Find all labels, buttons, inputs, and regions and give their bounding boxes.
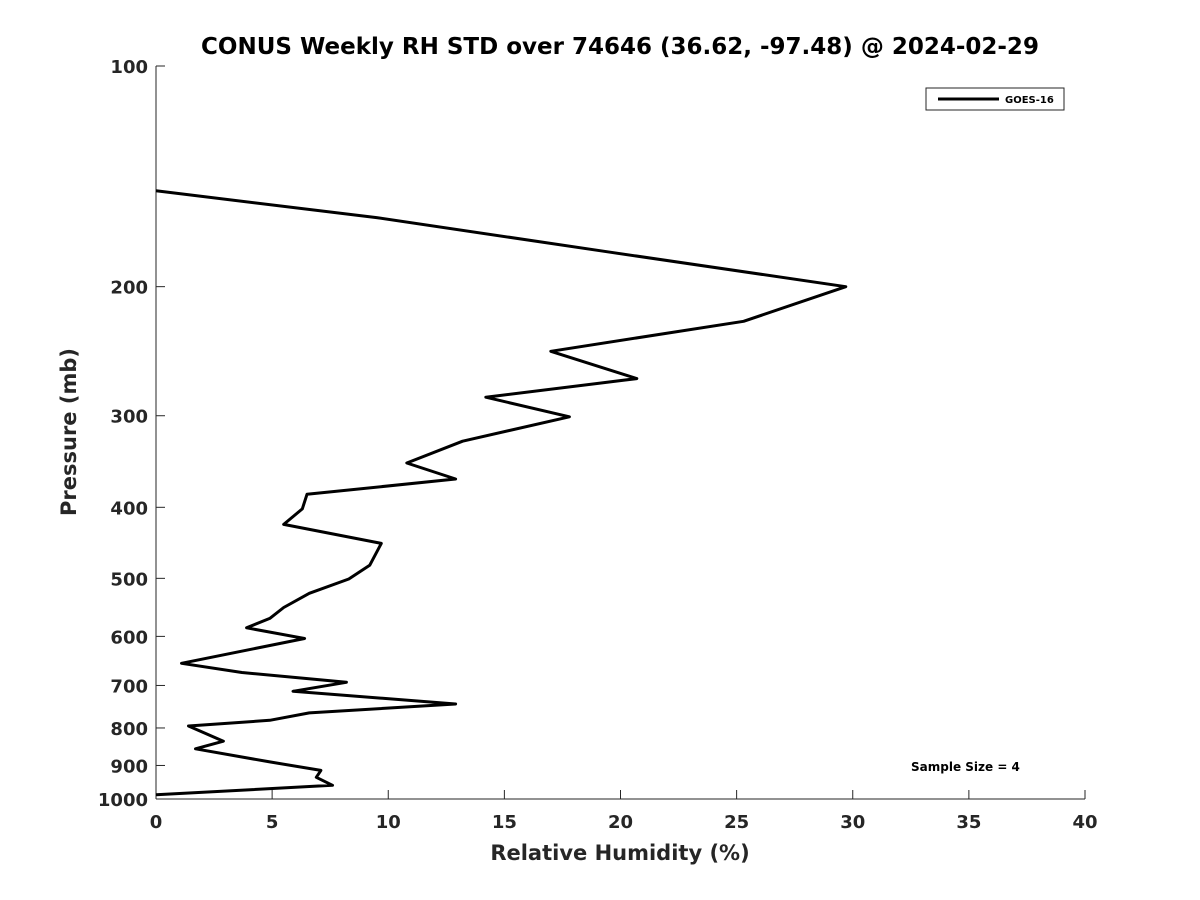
series-line-goes-16	[155, 189, 848, 797]
y-tick-label: 800	[110, 719, 148, 740]
y-tick-label: 200	[110, 278, 148, 299]
x-tick-label: 10	[376, 812, 401, 833]
x-ticks: 0 5 10 15 20 25 30 35 40	[150, 790, 1098, 833]
y-tick-label: 700	[110, 676, 148, 697]
legend-label-goes-16: GOES-16	[1005, 95, 1054, 106]
y-tick-label: 400	[110, 498, 148, 519]
y-axis-label: Pressure (mb)	[57, 348, 81, 516]
y-tick-label: 1000	[98, 790, 148, 811]
x-tick-label: 20	[608, 812, 633, 833]
x-tick-label: 5	[266, 812, 279, 833]
x-tick-label: 0	[150, 812, 163, 833]
x-tick-label: 40	[1072, 812, 1097, 833]
y-ticks: 100 200 300 400 500 600 700 800 900 1000	[98, 57, 165, 811]
y-tick-label: 600	[110, 627, 148, 648]
y-tick-label: 300	[110, 407, 148, 428]
x-tick-label: 15	[492, 812, 517, 833]
series-layer	[155, 189, 848, 797]
y-tick-label: 100	[110, 57, 148, 78]
sample-size-annotation: Sample Size = 4	[911, 760, 1020, 774]
y-tick-label: 900	[110, 756, 148, 777]
x-tick-label: 30	[840, 812, 865, 833]
y-tick-label: 500	[110, 569, 148, 590]
chart-title: CONUS Weekly RH STD over 74646 (36.62, -…	[201, 34, 1039, 60]
legend: GOES-16	[925, 87, 1065, 111]
x-axis-label: Relative Humidity (%)	[490, 841, 749, 865]
x-tick-label: 25	[724, 812, 749, 833]
plot-axes	[155, 66, 1085, 800]
x-tick-label: 35	[956, 812, 981, 833]
